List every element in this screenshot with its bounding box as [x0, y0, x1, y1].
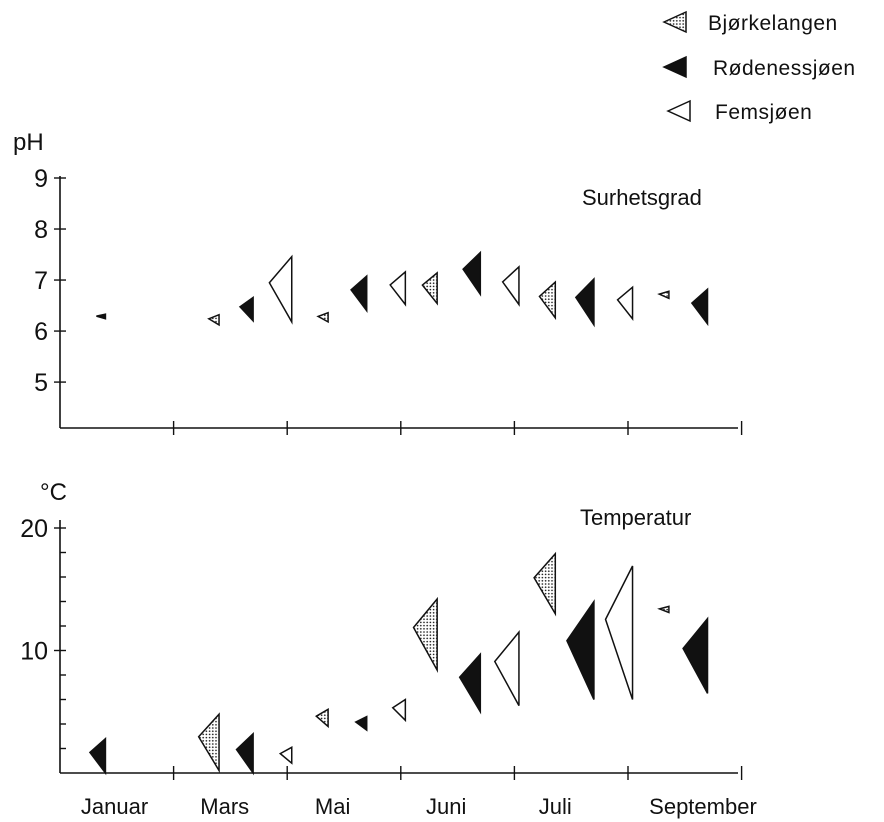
ph-mark-rodenessjoen: [574, 277, 595, 328]
temp-mark-rodenessjoen: [235, 732, 254, 776]
ph-marks: [96, 250, 709, 328]
temp-mark-femsjoen: [391, 698, 407, 723]
legend-label-femsjoen: Femsjøen: [715, 101, 812, 124]
temp-mark-rodenessjoen: [566, 599, 595, 700]
ph-mark-rodenessjoen: [462, 250, 482, 297]
ph-mark-femsjoen: [616, 285, 634, 321]
temp-mark-rodenessjoen: [682, 616, 709, 694]
ph-panel-title: Surhetsgrad: [582, 185, 702, 210]
ph-unit-label: pH: [13, 129, 44, 156]
temp-x-ticks: [172, 766, 743, 780]
ph-mark-bjorkelangen: [421, 271, 438, 306]
ph-mark-bjorkelangen: [316, 311, 329, 324]
temp-unit-label: °C: [40, 479, 67, 506]
temp-mark-bjorkelangen: [657, 605, 670, 614]
x-tick-label-september: September: [649, 794, 757, 819]
temp-panel: °C Temperatur 10 20: [20, 479, 743, 780]
x-tick-label-januar: Januar: [81, 794, 148, 819]
ph-mark-femsjoen: [501, 265, 520, 307]
temp-mark-rodenessjoen: [458, 652, 482, 715]
temp-mark-femsjoen: [278, 746, 293, 765]
temp-mark-bjorkelangen: [315, 707, 329, 729]
ph-y-tick-label: 6: [34, 318, 48, 346]
ph-mark-bjorkelangen: [538, 280, 557, 321]
temp-mark-femsjoen: [604, 565, 634, 700]
legend-marker-rodenessjoen: [662, 55, 687, 79]
temp-panel-title: Temperatur: [580, 505, 691, 530]
ph-y-tick-label: 8: [34, 216, 48, 244]
x-tick-label-juni: Juni: [426, 794, 466, 819]
ph-mark-rodenessjoen: [350, 274, 368, 313]
temp-mark-femsjoen: [493, 630, 520, 706]
ph-y-tick-label: 7: [34, 267, 48, 295]
temp-y-tick-label: 10: [20, 638, 48, 666]
legend-label-rodenessjoen: Rødenessjøen: [713, 57, 856, 80]
temp-mark-bjorkelangen: [412, 596, 438, 673]
temp-mark-bjorkelangen: [197, 712, 220, 774]
ph-mark-rodenessjoen: [690, 287, 709, 327]
ph-mark-rodenessjoen: [238, 295, 254, 323]
legend-marker-femsjoen: [666, 99, 691, 123]
ph-mark-femsjoen: [389, 270, 407, 307]
temp-mark-rodenessjoen: [88, 737, 107, 776]
ph-mark-rodenessjoen: [96, 313, 107, 320]
legend-marker-bjorkelangen: [662, 10, 687, 34]
x-axis-month-labels: Januar Mars Mai Juni Juli September: [81, 794, 757, 819]
ph-mark-femsjoen: [268, 254, 293, 325]
ph-y-tick-label: 9: [34, 165, 48, 193]
temp-mark-rodenessjoen: [354, 715, 368, 732]
legend: Bjørkelangen Rødenessjøen Femsjøen: [662, 10, 856, 124]
ph-y-ticks: 5 6 7 8 9: [34, 165, 66, 397]
ph-mark-bjorkelangen: [657, 290, 670, 300]
x-tick-label-mars: Mars: [200, 794, 249, 819]
temp-y-ticks: 10 20: [20, 515, 66, 750]
temp-mark-bjorkelangen: [533, 551, 557, 617]
ph-panel: pH Surhetsgrad 5 6 7 8 9: [13, 129, 743, 435]
x-tick-label-juli: Juli: [539, 794, 572, 819]
temp-marks: [88, 551, 709, 776]
x-tick-label-mai: Mai: [315, 794, 350, 819]
temp-y-tick-label: 20: [20, 515, 48, 543]
ph-x-ticks: [172, 421, 743, 435]
legend-label-bjorkelangen: Bjørkelangen: [708, 12, 838, 35]
ph-y-tick-label: 5: [34, 369, 48, 397]
ph-mark-bjorkelangen: [207, 313, 220, 327]
